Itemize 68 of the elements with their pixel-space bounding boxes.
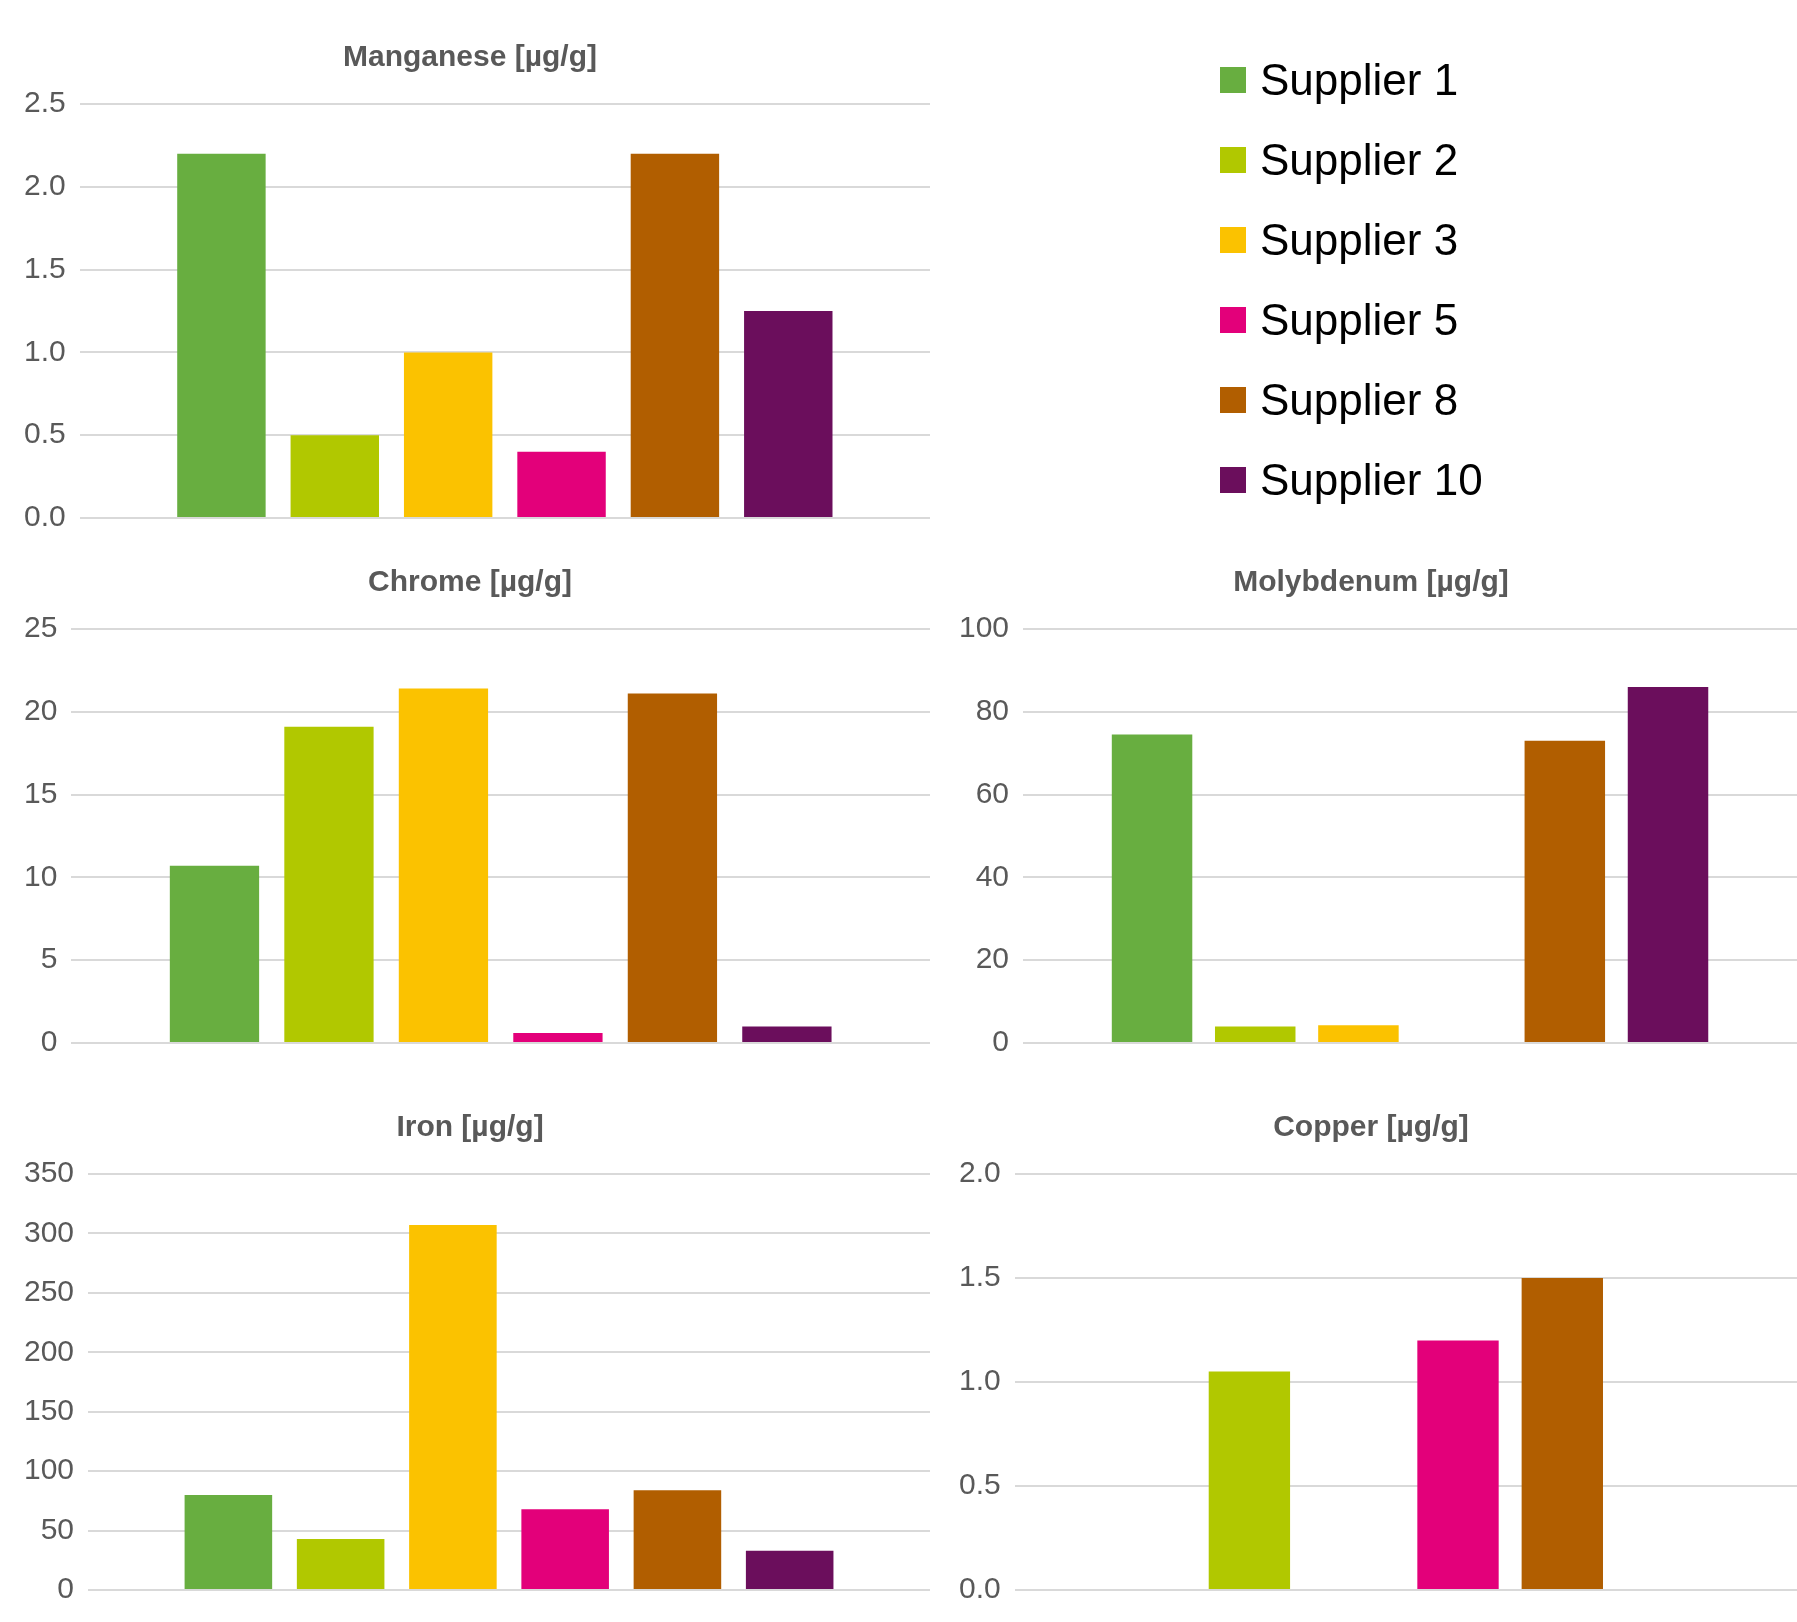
y-tick-label: 350 <box>23 1155 75 1189</box>
y-tick-label: 10 <box>23 858 58 892</box>
chart-title: Iron [µg/g] <box>396 1109 544 1143</box>
bar <box>284 726 374 1042</box>
bar <box>744 311 833 517</box>
bar <box>1208 1371 1291 1589</box>
bar <box>517 451 606 517</box>
chart-title: Chrome [µg/g] <box>368 564 572 598</box>
y-tick-label: 50 <box>40 1511 75 1545</box>
y-tick-label: 1.0 <box>23 333 66 367</box>
y-tick-label: 0.5 <box>23 416 66 450</box>
bar <box>409 1225 497 1589</box>
y-tick-label: 0.0 <box>23 499 66 533</box>
bar <box>1318 1025 1399 1042</box>
y-tick-label: 2.0 <box>23 168 66 202</box>
bar <box>742 1026 832 1042</box>
chart-title: Molybdenum [µg/g] <box>1233 564 1509 598</box>
y-tick-label: 0.0 <box>958 1571 1001 1605</box>
y-tick-label: 300 <box>23 1214 75 1248</box>
y-tick-label: 1.5 <box>23 250 66 284</box>
y-tick-label: 0 <box>40 1024 58 1058</box>
y-tick-label: 2.0 <box>958 1155 1001 1189</box>
bar <box>745 1550 834 1589</box>
bar <box>1214 1026 1296 1042</box>
y-tick-label: 1.5 <box>958 1259 1001 1293</box>
bar <box>633 1490 722 1589</box>
y-tick-label: 60 <box>975 775 1010 809</box>
y-tick-label: 250 <box>23 1274 75 1308</box>
legend-label: Supplier 3 <box>1260 215 1459 265</box>
y-tick-label: 0 <box>57 1571 75 1605</box>
y-tick-label: 1.0 <box>958 1363 1001 1397</box>
y-tick-label: 0.5 <box>958 1467 1001 1501</box>
y-tick-label: 20 <box>23 693 58 727</box>
legend-label: Supplier 2 <box>1260 135 1459 185</box>
bar <box>1417 1340 1499 1589</box>
bar <box>169 865 260 1042</box>
bar <box>1111 734 1193 1042</box>
bar <box>296 1538 385 1589</box>
bar <box>627 693 718 1042</box>
bar <box>513 1033 603 1042</box>
legend-label: Supplier 1 <box>1260 55 1459 105</box>
legend-label: Supplier 8 <box>1260 375 1459 425</box>
y-tick-label: 25 <box>23 610 58 644</box>
bar <box>403 352 493 517</box>
chart-title: Copper [µg/g] <box>1273 1109 1469 1143</box>
y-tick-label: 200 <box>23 1333 75 1367</box>
y-tick-label: 5 <box>40 941 58 975</box>
y-tick-label: 150 <box>23 1392 75 1426</box>
y-tick-label: 40 <box>975 858 1010 892</box>
legend-label: Supplier 5 <box>1260 295 1459 345</box>
bar <box>184 1494 273 1589</box>
y-tick-label: 100 <box>23 1452 75 1486</box>
bar <box>1627 686 1709 1042</box>
y-tick-label: 0 <box>992 1024 1010 1058</box>
bar <box>630 153 720 517</box>
bar <box>290 435 380 517</box>
y-tick-label: 20 <box>975 941 1010 975</box>
legend-label: Supplier 10 <box>1260 455 1483 505</box>
bar <box>1524 740 1606 1042</box>
y-tick-label: 2.5 <box>23 85 66 119</box>
bar <box>398 688 489 1042</box>
y-tick-label: 15 <box>23 775 58 809</box>
y-tick-label: 80 <box>975 693 1010 727</box>
bar <box>521 1509 609 1589</box>
chart-title: Manganese [µg/g] <box>343 39 597 73</box>
bar <box>1521 1278 1603 1589</box>
bar <box>177 153 266 517</box>
y-tick-label: 100 <box>958 610 1010 644</box>
